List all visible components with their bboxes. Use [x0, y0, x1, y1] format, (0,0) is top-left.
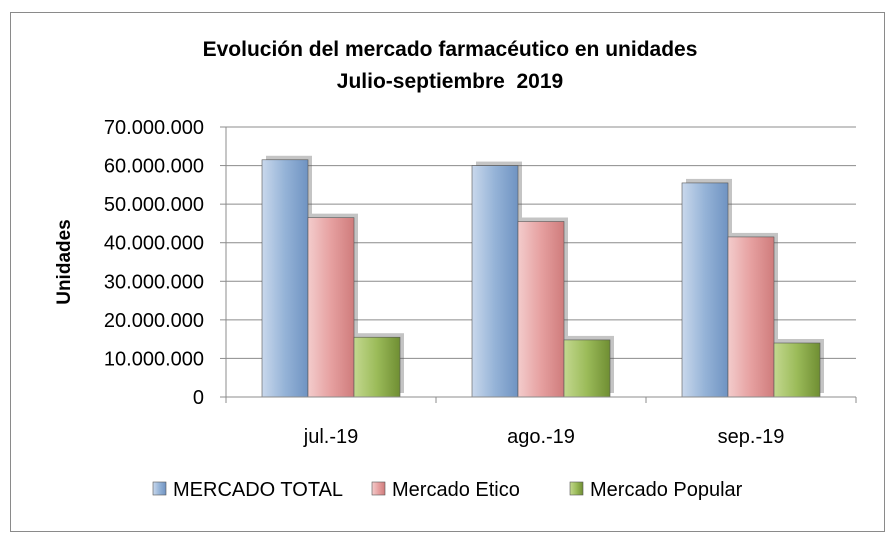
y-tick-label: 40.000.000: [104, 233, 204, 255]
bar: [681, 182, 729, 398]
bar: [773, 342, 821, 398]
x-tick-label: jul.-19: [303, 426, 358, 448]
legend: MERCADO TOTAL Mercado Etico Mercado Popula…: [152, 479, 743, 501]
y-tick-label: 0: [193, 387, 204, 409]
x-tick-label: ago.-19: [507, 426, 575, 448]
legend-label: MERCADO TOTAL: [173, 479, 343, 501]
chart-subtitle: Julio-septiembre 2019: [337, 70, 563, 93]
legend-label: Mercado Popular: [590, 479, 743, 501]
y-tick-label: 20.000.000: [104, 310, 204, 332]
y-tick-label: 50.000.000: [104, 194, 204, 216]
legend-swatch: [569, 481, 584, 496]
x-tick-labels: jul.-19 ago.-19 sep.-19: [303, 426, 785, 448]
legend-label: Mercado Etico: [392, 479, 520, 501]
bar: [471, 165, 519, 398]
bar: [353, 336, 401, 398]
legend-swatch: [152, 481, 167, 496]
chart-title: Evolución del mercado farmacéutico en un…: [203, 38, 698, 61]
bar: [307, 217, 355, 398]
y-axis-label: Unidades: [54, 219, 75, 305]
y-tick-label: 30.000.000: [104, 271, 204, 293]
x-tick-label: sep.-19: [718, 426, 785, 448]
y-tick-label: 10.000.000: [104, 348, 204, 370]
y-tick-labels: 0 10.000.000 20.000.000 30.000.000 40.000.00…: [104, 117, 204, 409]
bar: [261, 159, 309, 398]
y-tick-label: 70.000.000: [104, 117, 204, 139]
y-tick-label: 60.000.000: [104, 156, 204, 178]
axes: [220, 126, 857, 403]
bars: [261, 155, 824, 398]
bar: [727, 236, 775, 398]
bar: [563, 339, 611, 398]
bar: [517, 221, 565, 398]
legend-swatch: [371, 481, 386, 496]
